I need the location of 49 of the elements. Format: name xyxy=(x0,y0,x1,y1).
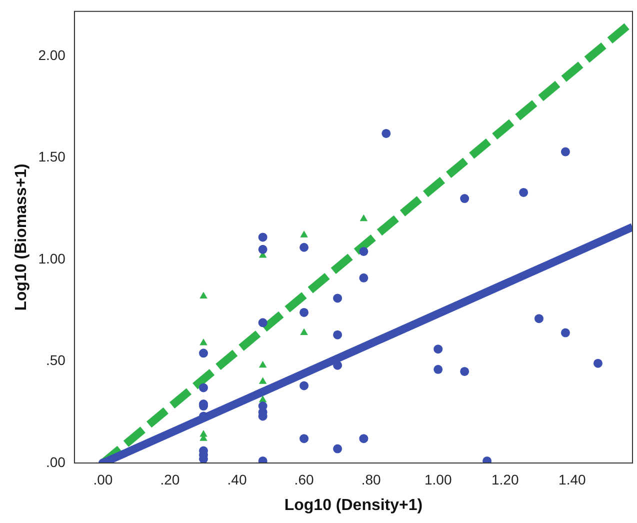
point xyxy=(333,444,342,454)
point xyxy=(593,358,602,368)
point xyxy=(359,434,368,444)
point xyxy=(519,188,528,197)
x-tick-label: .80 xyxy=(361,471,382,488)
point xyxy=(200,338,208,346)
point xyxy=(300,381,309,390)
point xyxy=(258,377,267,384)
point xyxy=(333,294,342,303)
point xyxy=(359,246,368,256)
point xyxy=(258,232,268,242)
point xyxy=(300,328,308,336)
point xyxy=(300,230,308,238)
point xyxy=(382,128,391,138)
point xyxy=(258,360,267,368)
y-axis-title: Log10 (Biomass+1) xyxy=(13,164,30,311)
y-tick-label: 2.00 xyxy=(38,47,66,64)
point xyxy=(434,344,443,354)
point xyxy=(460,194,470,204)
point xyxy=(200,292,208,298)
point xyxy=(534,314,544,324)
point xyxy=(333,330,342,340)
point xyxy=(198,383,208,392)
point xyxy=(434,364,443,374)
y-tick-label: 1.50 xyxy=(38,148,66,165)
x-tick-label: 1.20 xyxy=(492,471,519,488)
x-axis-title: Log10 (Density+1) xyxy=(284,496,423,514)
x-tick-label: .60 xyxy=(294,471,314,488)
point xyxy=(460,366,470,376)
y-tick-label: 1.00 xyxy=(38,250,66,266)
x-tick-label: .00 xyxy=(93,471,113,488)
point xyxy=(198,348,208,358)
point xyxy=(359,273,368,282)
point xyxy=(300,242,309,252)
point xyxy=(333,360,342,370)
y-tick-label: .50 xyxy=(46,352,66,368)
point xyxy=(258,395,267,402)
point xyxy=(300,434,309,444)
point xyxy=(560,147,570,156)
point xyxy=(258,318,268,328)
point xyxy=(560,328,570,338)
x-tick-label: .20 xyxy=(160,471,180,488)
point xyxy=(258,244,268,254)
point xyxy=(360,214,368,222)
point xyxy=(300,308,309,317)
y-tick-label: .00 xyxy=(46,454,66,470)
x-tick-label: 1.00 xyxy=(424,471,452,488)
x-tick-label: .40 xyxy=(227,471,247,488)
x-tick-label: 1.40 xyxy=(558,471,586,488)
